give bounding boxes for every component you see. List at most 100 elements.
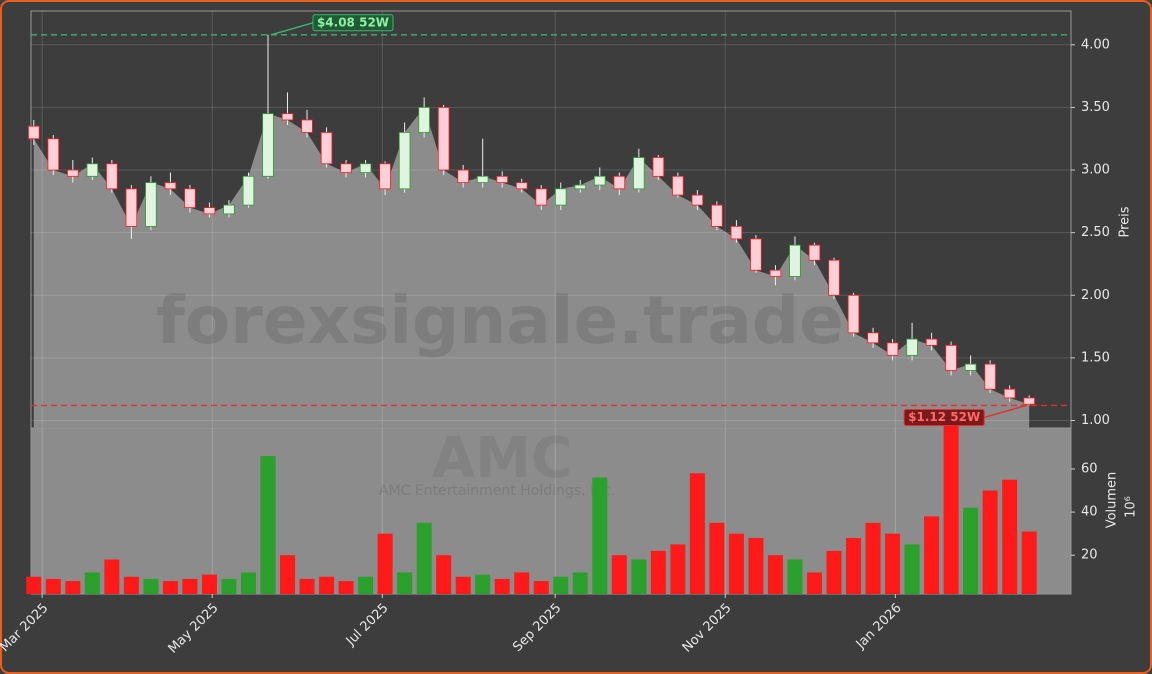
- volume-bar: [143, 578, 159, 594]
- candle-body: [398, 132, 411, 190]
- candle-body: [301, 119, 313, 133]
- volume-bar: [475, 574, 491, 594]
- volume-bar: [162, 581, 178, 594]
- volume-bar: [709, 522, 725, 594]
- volume-bar: [904, 544, 920, 594]
- annotation-arrow: [270, 22, 314, 36]
- volume-bar: [1002, 479, 1018, 594]
- candle-body: [554, 188, 567, 206]
- candle-body: [496, 175, 508, 183]
- volume-bar: [397, 572, 413, 594]
- volume-bar: [650, 550, 666, 594]
- volume-bar: [182, 578, 198, 594]
- volume-bar: [592, 477, 608, 594]
- candle-body: [28, 125, 40, 140]
- volume-bar: [982, 490, 998, 594]
- volume-bar: [689, 473, 705, 594]
- volume-bar: [806, 572, 822, 594]
- volume-bar: [377, 533, 393, 594]
- candle-body: [1003, 388, 1016, 399]
- candle-body: [535, 188, 548, 206]
- candle-body: [886, 342, 899, 356]
- candle-body: [730, 225, 743, 240]
- volume-bar: [865, 522, 881, 594]
- volume-bar: [338, 581, 354, 594]
- y-tick-label: 1.00: [1081, 413, 1110, 428]
- candle-body: [164, 182, 177, 190]
- volume-bar: [104, 559, 120, 594]
- y-tick-label: 2.50: [1081, 225, 1110, 240]
- volume-bar: [123, 576, 139, 594]
- volume-bar: [572, 572, 588, 594]
- volume-bar: [846, 537, 862, 594]
- volume-bar: [963, 507, 979, 594]
- candle-body: [769, 269, 782, 277]
- candle-body: [828, 259, 840, 296]
- y-axis-label: Preis: [1118, 206, 1133, 237]
- volume-bar: [631, 559, 647, 594]
- candle-body: [340, 163, 352, 173]
- volume-bar: [767, 555, 783, 594]
- volume-bar: [358, 576, 374, 594]
- candle-body: [457, 169, 469, 183]
- candle-body: [184, 188, 196, 209]
- volume-bar: [45, 578, 61, 594]
- y-tick-label: 2.00: [1081, 288, 1110, 303]
- volume-bar: [221, 578, 237, 594]
- candle-body: [515, 182, 528, 190]
- price-area: [33, 107, 1030, 428]
- volume-bar: [84, 572, 100, 594]
- candle-body: [86, 163, 99, 177]
- volume-bar: [240, 572, 256, 594]
- candle-body: [242, 175, 255, 206]
- candle-body: [964, 363, 977, 371]
- annotation-box: [903, 408, 985, 426]
- volume-bar: [416, 522, 432, 594]
- y-tick-label: 3.00: [1081, 163, 1110, 178]
- volume-bar: [885, 533, 901, 594]
- candle-body: [1023, 397, 1035, 405]
- candle-body: [125, 188, 138, 227]
- candle-body: [652, 157, 665, 177]
- candle-body: [594, 175, 606, 186]
- candle-body: [633, 157, 645, 190]
- volume-bar: [748, 537, 764, 594]
- candle-body: [47, 138, 60, 171]
- candle-body: [320, 132, 333, 165]
- volume-bar: [1021, 531, 1037, 594]
- candle-body: [867, 332, 879, 344]
- volume-bar: [26, 576, 42, 594]
- candle-body: [476, 175, 489, 183]
- annotation-label: $1.12 52W: [908, 410, 980, 424]
- candle-body: [613, 175, 626, 190]
- candle-body: [672, 175, 684, 196]
- y-tick-label: 3.50: [1081, 100, 1110, 115]
- volume-bar: [260, 456, 276, 594]
- candle-body: [67, 169, 79, 177]
- candle-body: [359, 163, 372, 173]
- volume-bar: [514, 572, 530, 594]
- y-tick-label: 20: [1081, 548, 1098, 563]
- company: AMC Entertainment Holdings, Inc.: [379, 483, 615, 499]
- volume-bar: [494, 578, 510, 594]
- annotation-box: [312, 14, 394, 32]
- y-tick-label: 1.50: [1081, 350, 1110, 365]
- candle-body: [945, 344, 957, 371]
- ticker: AMC: [432, 426, 572, 491]
- volume-bar: [65, 581, 81, 594]
- watermark: forexsignale.trade: [156, 282, 844, 359]
- candle-body: [418, 107, 430, 133]
- candle-body: [203, 207, 216, 215]
- volume-bar: [436, 555, 452, 594]
- candle-body: [281, 113, 294, 121]
- y-tick-label: 4.00: [1081, 37, 1110, 52]
- candle-body: [437, 107, 450, 171]
- candle-body: [145, 182, 157, 227]
- annotation-arrow: [983, 404, 1027, 419]
- volume-bar: [787, 559, 803, 594]
- volume-bar: [553, 576, 569, 594]
- y-axis-label: Volumen: [1105, 472, 1120, 529]
- volume-bar: [728, 533, 744, 594]
- candle-body: [925, 338, 938, 346]
